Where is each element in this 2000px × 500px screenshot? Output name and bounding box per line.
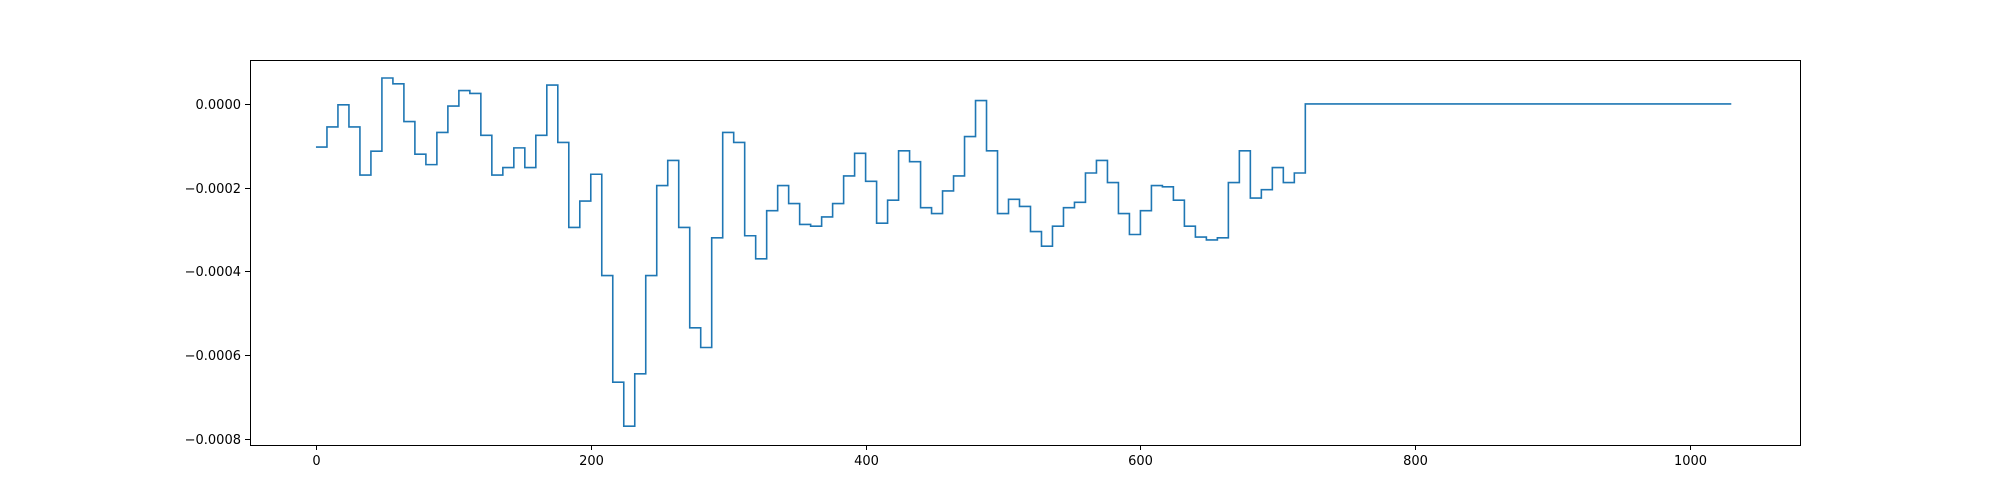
series-layer	[315, 77, 1732, 427]
y-tick-label: −0.0006	[185, 349, 241, 364]
x-tick-label: 1000	[1674, 454, 1707, 469]
plot-frame	[250, 60, 1801, 446]
x-tick-label: 800	[1403, 454, 1428, 469]
x-tick-label: 0	[312, 454, 320, 469]
y-tick-label: −0.0008	[185, 433, 241, 448]
y-axis: 0.0000 −0.0002 −0.0004 −0.0006 −0.0008	[185, 98, 250, 448]
plot-area	[250, 60, 1801, 446]
x-tick-label: 400	[854, 454, 879, 469]
series-line-0	[315, 77, 1732, 427]
x-tick-label: 200	[579, 454, 604, 469]
x-tick-label: 600	[1128, 454, 1153, 469]
y-tick-label: −0.0002	[185, 182, 241, 197]
y-tick-label: −0.0004	[185, 265, 241, 280]
x-axis: 0 200 400 600 800 1000	[312, 445, 1707, 469]
y-tick-label: 0.0000	[196, 98, 242, 113]
